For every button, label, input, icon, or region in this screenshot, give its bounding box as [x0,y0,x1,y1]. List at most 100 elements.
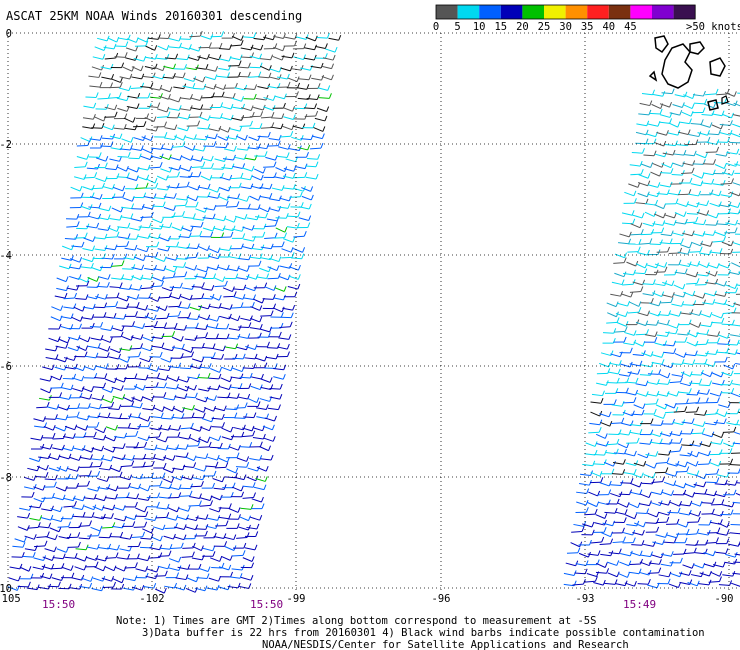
wind-barb [224,218,235,223]
wind-barb-flag [109,532,112,538]
wind-barb [97,37,108,42]
wind-barb [274,287,285,292]
wind-barb [168,46,180,49]
wind-barb [56,466,67,472]
wind-barb [165,387,177,390]
wind-barb-flag [617,368,621,375]
wind-barb-flag [107,346,111,352]
wind-barb [692,564,703,569]
wind-barb [736,352,740,355]
wind-barb [93,516,104,520]
wind-barb [300,138,312,141]
wind-barb-flag [57,581,61,587]
wind-barb [76,425,86,431]
wind-barb [251,376,262,380]
wind-barb-flag [134,311,138,317]
wind-barb-flag [586,488,590,494]
wind-barb-flag [693,150,697,156]
wind-barb [622,411,633,417]
wind-barb-flag [316,94,320,100]
wind-barb-flag [272,436,276,442]
wind-barb [724,561,735,565]
wind-barb [652,292,662,298]
wind-barb-flag [647,173,651,179]
wind-barb-flag [178,293,182,300]
wind-barb-flag [257,465,260,472]
wind-barb [117,156,129,158]
wind-barb-flag [184,64,187,70]
wind-barb-flag [241,366,245,372]
wind-barb-flag [150,147,154,154]
wind-barb-flag [163,256,167,262]
wind-barb [570,542,580,548]
wind-barb-flag [225,142,229,148]
wind-barb-flag [156,566,160,573]
wind-barb [140,277,152,280]
wind-barb-flag [241,96,244,102]
wind-barb [168,98,179,103]
wind-barb-flag [207,566,211,572]
wind-barb [212,478,223,483]
wind-barb-flag [182,141,186,147]
wind-barb-flag [668,571,672,578]
wind-barb-flag [277,140,281,146]
wind-barb-flag [199,111,203,118]
wind-barb-flag [244,413,248,419]
wind-barb [670,572,681,578]
wind-barb [311,77,322,81]
wind-barb [58,536,69,540]
wind-barb-flag [67,337,71,344]
wind-barb-flag [179,282,183,289]
wind-barb [80,266,92,269]
wind-barb-flag [199,95,203,101]
wind-barb [278,275,289,281]
wind-barb-flag [145,304,149,311]
wind-barb [698,583,710,586]
wind-barb-flag [81,375,85,382]
wind-barb-flag [222,345,226,351]
wind-barb [672,232,683,237]
wind-barb [166,447,177,451]
wind-barb-flag [189,294,193,301]
wind-barb [718,584,730,586]
wind-barb-flag [208,363,212,369]
wind-barb [58,396,70,400]
wind-barb [711,321,722,324]
wind-barb-flag [669,118,673,124]
wind-barb-flag [68,453,72,460]
wind-barb [103,447,114,453]
wind-barb [723,302,734,308]
wind-barb [79,396,90,400]
wind-barb [194,408,204,413]
wind-barb [96,356,108,358]
wind-barb [231,117,242,121]
wind-barb [188,57,199,61]
wind-barb [198,305,209,310]
wind-barb [733,561,740,563]
wind-barb-flag [688,388,692,394]
wind-barb [131,586,142,591]
wind-barb-flag [237,582,241,589]
wind-barb [647,123,659,127]
wind-barb [136,247,147,253]
wind-barb [66,287,77,291]
wind-barb-flag [195,64,199,70]
wind-barb [256,466,267,472]
wind-barb-flag [86,280,90,286]
wind-barb [647,381,658,385]
wind-barb-flag [203,465,207,472]
wind-barb [124,516,135,521]
wind-barb [714,483,726,486]
wind-barb [163,65,174,70]
wind-barb [668,583,679,588]
wind-barb-flag [735,161,739,167]
wind-barb [240,47,252,51]
wind-barb [173,328,185,331]
wind-barb-flag [111,576,115,582]
wind-barb [144,56,156,60]
wind-barb [694,552,706,555]
wind-barb-flag [227,584,231,590]
wind-barb-flag [104,293,108,300]
wind-barb-flag [243,542,247,549]
wind-barb [652,223,663,226]
